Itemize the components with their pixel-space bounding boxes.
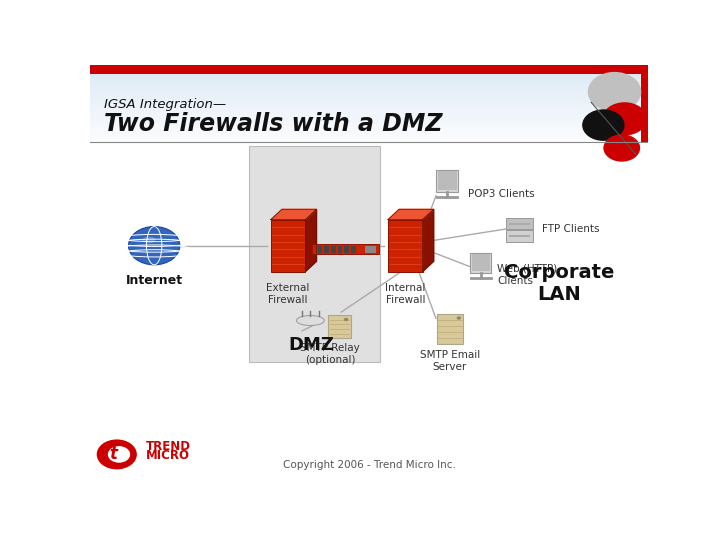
Circle shape	[128, 227, 180, 265]
Text: MICRO: MICRO	[145, 449, 190, 462]
Bar	[351, 246, 356, 253]
Bar	[324, 246, 329, 253]
Text: Corporate
LAN: Corporate LAN	[503, 262, 614, 303]
Text: t: t	[109, 446, 117, 463]
Bar	[472, 254, 490, 272]
Text: TREND: TREND	[145, 440, 191, 453]
Bar	[338, 246, 342, 253]
Polygon shape	[305, 210, 317, 272]
Text: POP3 Clients: POP3 Clients	[468, 188, 534, 199]
Bar	[271, 220, 305, 272]
Bar	[90, 65, 648, 74]
Polygon shape	[388, 210, 433, 220]
Bar	[506, 230, 533, 241]
Circle shape	[603, 134, 640, 161]
Bar	[249, 146, 380, 362]
Bar	[365, 246, 377, 253]
Circle shape	[588, 72, 642, 112]
Bar	[642, 65, 648, 141]
Bar	[436, 314, 463, 344]
Text: External
Firewall: External Firewall	[266, 283, 310, 305]
Bar	[506, 218, 533, 229]
Text: Internet: Internet	[125, 274, 183, 287]
Ellipse shape	[297, 315, 324, 326]
Bar	[344, 246, 349, 253]
Polygon shape	[423, 210, 433, 272]
Bar	[509, 223, 530, 225]
Circle shape	[344, 318, 348, 321]
Bar	[331, 246, 336, 253]
Bar	[328, 315, 351, 338]
Text: FTP Clients: FTP Clients	[542, 224, 600, 234]
Text: DMZ: DMZ	[289, 336, 334, 354]
Bar	[509, 235, 530, 237]
Bar	[318, 246, 322, 253]
Bar	[470, 253, 491, 273]
Text: Copyright 2006 - Trend Micro Inc.: Copyright 2006 - Trend Micro Inc.	[282, 460, 456, 470]
Polygon shape	[271, 210, 317, 220]
Text: SMTP Email
Server: SMTP Email Server	[420, 350, 480, 372]
Circle shape	[602, 102, 647, 136]
Bar	[438, 171, 456, 191]
Bar	[312, 245, 379, 254]
Text: IGSA Integration—: IGSA Integration—	[104, 98, 226, 111]
Text: Web (HTTP)
Clients: Web (HTTP) Clients	[498, 264, 557, 286]
Text: Two Firewalls with a DMZ: Two Firewalls with a DMZ	[104, 112, 443, 136]
Circle shape	[456, 316, 461, 320]
Circle shape	[582, 109, 624, 141]
Bar	[388, 220, 423, 272]
Text: SMTP Relay
(optional): SMTP Relay (optional)	[300, 343, 360, 365]
Circle shape	[108, 446, 130, 463]
Text: Internal
Firewall: Internal Firewall	[385, 283, 426, 305]
Bar	[436, 170, 458, 192]
Circle shape	[96, 440, 137, 469]
Ellipse shape	[143, 237, 156, 244]
